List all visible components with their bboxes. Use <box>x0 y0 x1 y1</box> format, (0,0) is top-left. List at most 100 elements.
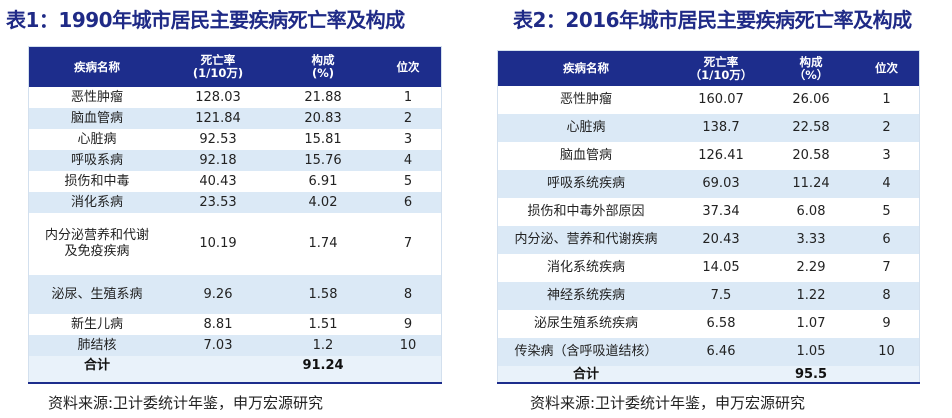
table-row: 恶性肿瘤 128.03 21.88 1 <box>29 87 441 108</box>
header-share: 构成 （%） <box>768 51 854 86</box>
share-cell: 21.88 <box>271 87 375 108</box>
disease-name-cell: 泌尿、生殖系病 <box>29 275 165 314</box>
total-share: 91.24 <box>271 356 375 376</box>
rank-cell: 8 <box>854 282 919 310</box>
death-rate-cell: 128.03 <box>165 87 271 108</box>
right-footer-rule <box>497 382 920 384</box>
table-row: 损伤和中毒外部原因 37.34 6.08 5 <box>498 198 919 226</box>
rank-cell: 2 <box>854 114 919 142</box>
header-share: 构成 (%) <box>271 47 375 87</box>
share-cell: 6.08 <box>768 198 854 226</box>
share-cell: 20.58 <box>768 142 854 170</box>
table-row: 消化系病 23.53 4.02 6 <box>29 192 441 213</box>
share-cell: 20.83 <box>271 108 375 129</box>
table-row: 消化系统疾病 14.05 2.29 7 <box>498 254 919 282</box>
death-rate-cell: 40.43 <box>165 171 271 192</box>
rank-cell: 7 <box>375 213 441 275</box>
header-death-rate-label: 死亡率 <box>200 53 236 67</box>
death-rate-cell: 20.43 <box>674 226 768 254</box>
disease-name-cell: 心脏病 <box>498 114 674 142</box>
disease-name-cell: 脑血管病 <box>498 142 674 170</box>
death-rate-cell: 126.41 <box>674 142 768 170</box>
share-cell: 1.58 <box>271 275 375 314</box>
total-label: 合计 <box>498 366 674 384</box>
share-cell: 2.29 <box>768 254 854 282</box>
disease-name-cell: 新生儿病 <box>29 314 165 335</box>
death-rate-cell: 69.03 <box>674 170 768 198</box>
disease-name-cell: 传染病（含呼吸道结核） <box>498 338 674 366</box>
rank-cell: 5 <box>854 198 919 226</box>
rank-cell: 3 <box>854 142 919 170</box>
table-row: 内分泌、营养和代谢疾病 20.43 3.33 6 <box>498 226 919 254</box>
rank-cell: 6 <box>854 226 919 254</box>
left-table-title: 表1：1990年城市居民主要疾病死亡率及构成 <box>6 8 405 32</box>
death-rate-cell: 92.18 <box>165 150 271 171</box>
left-source-note: 资料来源:卫计委统计年鉴，申万宏源研究 <box>48 394 324 412</box>
share-cell: 1.2 <box>271 335 375 356</box>
header-rank: 位次 <box>375 47 441 87</box>
table-row: 肺结核 7.03 1.2 10 <box>29 335 441 356</box>
total-rank <box>375 356 441 376</box>
rank-cell: 6 <box>375 192 441 213</box>
disease-name-cell: 损伤和中毒外部原因 <box>498 198 674 226</box>
table-row: 传染病（含呼吸道结核） 6.46 1.05 10 <box>498 338 919 366</box>
disease-name-cell: 脑血管病 <box>29 108 165 129</box>
death-rate-cell: 6.58 <box>674 310 768 338</box>
table-row: 内分泌营养和代谢 及免疫疾病 10.19 1.74 7 <box>29 213 441 275</box>
disease-name-cell: 消化系统疾病 <box>498 254 674 282</box>
rank-cell: 9 <box>854 310 919 338</box>
death-rate-cell: 8.81 <box>165 314 271 335</box>
table-row: 脑血管病 126.41 20.58 3 <box>498 142 919 170</box>
death-rate-cell: 92.53 <box>165 129 271 150</box>
disease-name-cell: 损伤和中毒 <box>29 171 165 192</box>
death-rate-cell: 6.46 <box>674 338 768 366</box>
table-row: 神经系统疾病 7.5 1.22 8 <box>498 282 919 310</box>
table-row: 恶性肿瘤 160.07 26.06 1 <box>498 86 919 114</box>
rank-cell: 10 <box>375 335 441 356</box>
disease-name-cell: 神经系统疾病 <box>498 282 674 310</box>
share-cell: 15.76 <box>271 150 375 171</box>
rank-cell: 9 <box>375 314 441 335</box>
header-death-rate-label: 死亡率 <box>703 54 739 69</box>
rank-cell: 4 <box>854 170 919 198</box>
header-disease-name: 疾病名称 <box>498 51 674 86</box>
right-table: 疾病名称 死亡率 （1/10万） 构成 （%） 位次 恶性肿瘤 160.07 26.… <box>497 50 920 384</box>
share-cell: 15.81 <box>271 129 375 150</box>
rank-cell: 10 <box>854 338 919 366</box>
share-cell: 1.05 <box>768 338 854 366</box>
share-cell: 1.51 <box>271 314 375 335</box>
disease-name-cell: 呼吸系病 <box>29 150 165 171</box>
table-row: 泌尿生殖系统疾病 6.58 1.07 9 <box>498 310 919 338</box>
header-share-unit: (%) <box>311 66 335 80</box>
header-death-rate-unit: （1/10万） <box>689 67 753 82</box>
table-row: 脑血管病 121.84 20.83 2 <box>29 108 441 129</box>
rank-cell: 4 <box>375 150 441 171</box>
total-rate <box>165 356 271 376</box>
total-rank <box>854 366 919 384</box>
total-share: 95.5 <box>768 366 854 384</box>
disease-name-cell: 内分泌营养和代谢 及免疫疾病 <box>29 213 165 275</box>
rank-cell: 2 <box>375 108 441 129</box>
table-row: 心脏病 138.7 22.58 2 <box>498 114 919 142</box>
death-rate-cell: 160.07 <box>674 86 768 114</box>
disease-name-cell: 泌尿生殖系统疾病 <box>498 310 674 338</box>
death-rate-cell: 9.26 <box>165 275 271 314</box>
rank-cell: 8 <box>375 275 441 314</box>
table-row: 新生儿病 8.81 1.51 9 <box>29 314 441 335</box>
death-rate-cell: 10.19 <box>165 213 271 275</box>
left-footer-rule <box>28 382 442 384</box>
share-cell: 26.06 <box>768 86 854 114</box>
rank-cell: 1 <box>854 86 919 114</box>
death-rate-cell: 138.7 <box>674 114 768 142</box>
death-rate-cell: 7.03 <box>165 335 271 356</box>
rank-cell: 7 <box>854 254 919 282</box>
header-death-rate-unit: (1/10万) <box>192 66 244 80</box>
table-row: 心脏病 92.53 15.81 3 <box>29 129 441 150</box>
share-cell: 1.07 <box>768 310 854 338</box>
disease-name-cell: 心脏病 <box>29 129 165 150</box>
share-cell: 3.33 <box>768 226 854 254</box>
left-table: 疾病名称 死亡率 (1/10万) 构成 (%) 位次 恶性肿瘤 128.03 21.… <box>28 46 442 383</box>
header-share-label: 构成 <box>311 53 335 67</box>
total-rate <box>674 366 768 384</box>
disease-name-cell: 恶性肿瘤 <box>29 87 165 108</box>
